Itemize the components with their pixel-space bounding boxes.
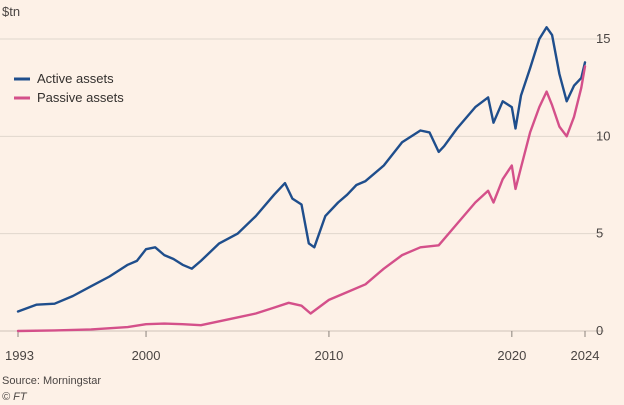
y-axis-ticks: 0 5 10 15 (596, 31, 610, 338)
y-tick-label-15: 15 (596, 31, 610, 46)
copyright-note: © FT (2, 391, 28, 403)
source-note: Source: Morningstar (2, 375, 101, 387)
x-tick-label-2024: 2024 (571, 348, 600, 363)
gridlines (0, 38, 604, 332)
series-line-passive-assets (16, 65, 587, 333)
y-tick-label-10: 10 (596, 128, 610, 143)
series-lines (16, 26, 587, 333)
x-axis-ticks: 1993 2000 2010 2020 2024 (5, 331, 599, 363)
y-tick-label-0: 0 (596, 323, 603, 338)
legend-label-passive: Passive assets (37, 90, 124, 105)
y-axis-unit-label: $tn (2, 4, 20, 19)
x-tick-label-1993: 1993 (5, 348, 34, 363)
y-tick-label-5: 5 (596, 226, 603, 241)
legend-label-active: Active assets (37, 71, 114, 86)
series-line-active-assets (16, 26, 587, 313)
x-tick-label-2000: 2000 (132, 348, 161, 363)
legend: Active assets Passive assets (14, 71, 124, 105)
x-tick-label-2010: 2010 (314, 348, 343, 363)
x-tick-label-2020: 2020 (497, 348, 526, 363)
